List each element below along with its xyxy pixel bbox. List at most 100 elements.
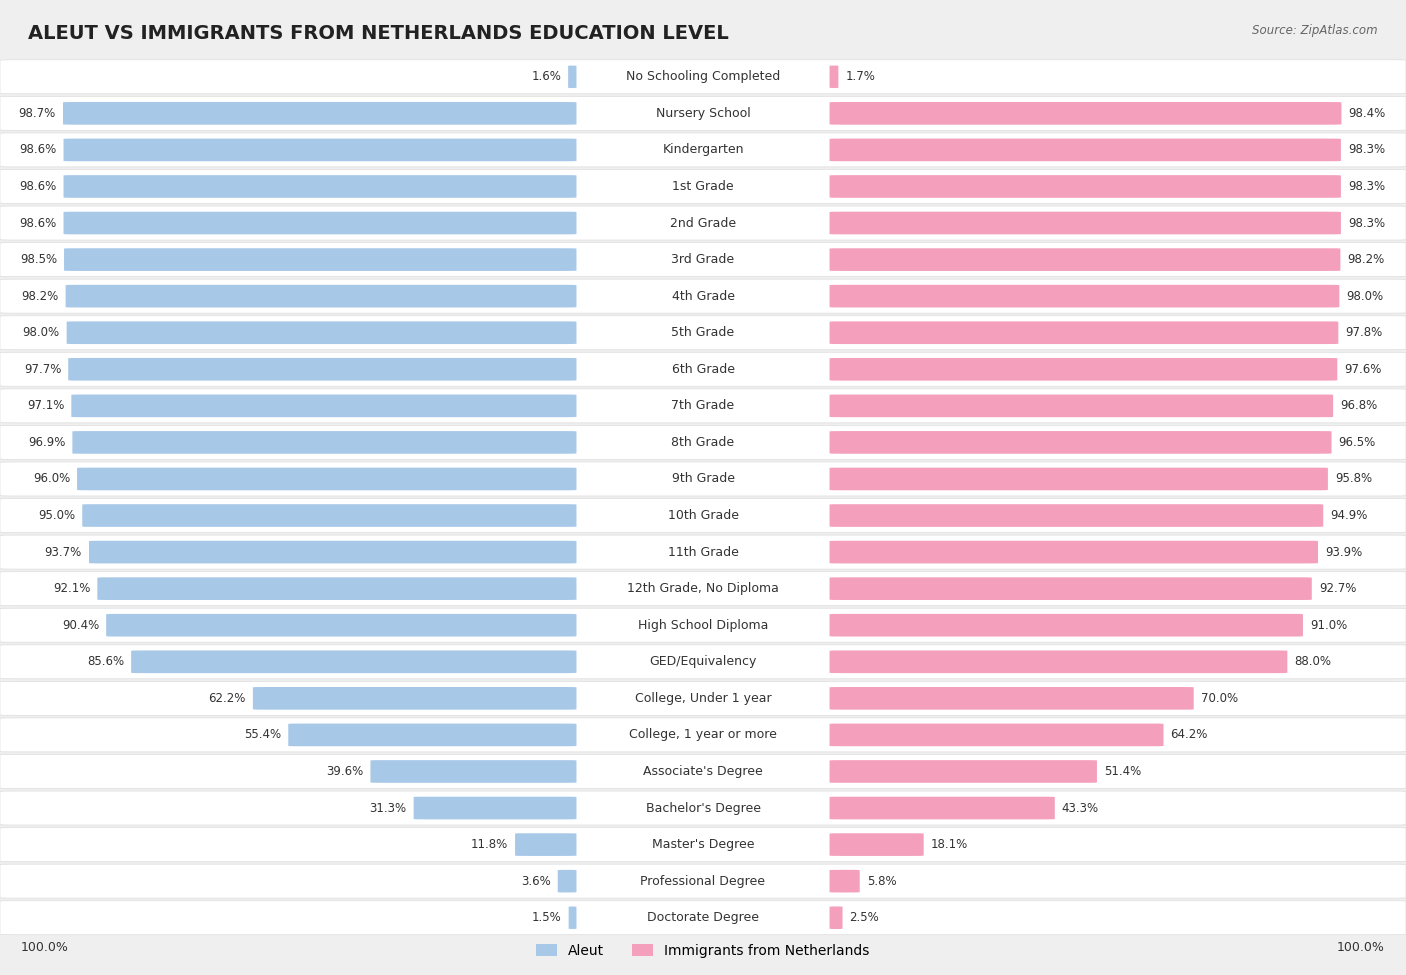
FancyBboxPatch shape xyxy=(63,212,576,234)
Text: 1st Grade: 1st Grade xyxy=(672,180,734,193)
FancyBboxPatch shape xyxy=(0,352,1406,386)
FancyBboxPatch shape xyxy=(0,901,1406,935)
FancyBboxPatch shape xyxy=(72,431,576,453)
FancyBboxPatch shape xyxy=(89,541,576,564)
FancyBboxPatch shape xyxy=(66,322,576,344)
FancyBboxPatch shape xyxy=(0,425,1406,459)
FancyBboxPatch shape xyxy=(370,760,576,783)
Text: 1.5%: 1.5% xyxy=(531,912,561,924)
Text: 98.3%: 98.3% xyxy=(1348,180,1385,193)
Text: 5.8%: 5.8% xyxy=(866,875,897,887)
Text: 4th Grade: 4th Grade xyxy=(672,290,734,302)
Text: 93.9%: 93.9% xyxy=(1324,546,1362,559)
FancyBboxPatch shape xyxy=(830,249,1340,271)
FancyBboxPatch shape xyxy=(0,682,1406,716)
FancyBboxPatch shape xyxy=(72,395,576,417)
Text: 6th Grade: 6th Grade xyxy=(672,363,734,375)
Text: 98.3%: 98.3% xyxy=(1348,143,1385,156)
Text: 96.5%: 96.5% xyxy=(1339,436,1376,448)
Text: 12th Grade, No Diploma: 12th Grade, No Diploma xyxy=(627,582,779,595)
Text: GED/Equivalency: GED/Equivalency xyxy=(650,655,756,668)
Text: High School Diploma: High School Diploma xyxy=(638,619,768,632)
Text: 11th Grade: 11th Grade xyxy=(668,546,738,559)
Text: 98.0%: 98.0% xyxy=(22,327,59,339)
Text: 1.7%: 1.7% xyxy=(845,70,876,83)
FancyBboxPatch shape xyxy=(82,504,576,526)
Text: 98.6%: 98.6% xyxy=(20,180,56,193)
FancyBboxPatch shape xyxy=(253,687,576,710)
FancyBboxPatch shape xyxy=(830,650,1288,673)
Text: Kindergarten: Kindergarten xyxy=(662,143,744,156)
Text: 31.3%: 31.3% xyxy=(370,801,406,814)
Text: 92.1%: 92.1% xyxy=(53,582,90,595)
FancyBboxPatch shape xyxy=(0,316,1406,350)
Text: Bachelor's Degree: Bachelor's Degree xyxy=(645,801,761,814)
FancyBboxPatch shape xyxy=(830,834,924,856)
FancyBboxPatch shape xyxy=(830,504,1323,526)
FancyBboxPatch shape xyxy=(830,322,1339,344)
FancyBboxPatch shape xyxy=(830,102,1341,125)
FancyBboxPatch shape xyxy=(0,755,1406,789)
FancyBboxPatch shape xyxy=(830,468,1327,490)
Text: 96.0%: 96.0% xyxy=(32,473,70,486)
FancyBboxPatch shape xyxy=(515,834,576,856)
FancyBboxPatch shape xyxy=(0,608,1406,643)
Text: 3rd Grade: 3rd Grade xyxy=(672,254,734,266)
Text: College, Under 1 year: College, Under 1 year xyxy=(634,692,772,705)
Text: 93.7%: 93.7% xyxy=(45,546,82,559)
Text: 39.6%: 39.6% xyxy=(326,765,363,778)
Text: 98.3%: 98.3% xyxy=(1348,216,1385,229)
FancyBboxPatch shape xyxy=(0,462,1406,496)
FancyBboxPatch shape xyxy=(66,285,576,307)
FancyBboxPatch shape xyxy=(0,243,1406,277)
Text: 85.6%: 85.6% xyxy=(87,655,124,668)
Text: 90.4%: 90.4% xyxy=(62,619,100,632)
FancyBboxPatch shape xyxy=(65,249,576,271)
FancyBboxPatch shape xyxy=(0,133,1406,167)
Text: 92.7%: 92.7% xyxy=(1319,582,1357,595)
Text: 8th Grade: 8th Grade xyxy=(672,436,734,448)
Text: Doctorate Degree: Doctorate Degree xyxy=(647,912,759,924)
FancyBboxPatch shape xyxy=(830,395,1333,417)
FancyBboxPatch shape xyxy=(830,723,1164,746)
Text: 97.7%: 97.7% xyxy=(24,363,62,375)
FancyBboxPatch shape xyxy=(830,577,1312,600)
FancyBboxPatch shape xyxy=(0,59,1406,94)
Text: 95.8%: 95.8% xyxy=(1334,473,1372,486)
FancyBboxPatch shape xyxy=(63,102,576,125)
FancyBboxPatch shape xyxy=(565,907,579,929)
FancyBboxPatch shape xyxy=(97,577,576,600)
Text: 91.0%: 91.0% xyxy=(1310,619,1347,632)
FancyBboxPatch shape xyxy=(63,176,576,198)
Text: Nursery School: Nursery School xyxy=(655,107,751,120)
Text: 18.1%: 18.1% xyxy=(931,838,967,851)
Text: 7th Grade: 7th Grade xyxy=(672,400,734,412)
Text: 96.9%: 96.9% xyxy=(28,436,65,448)
Text: Associate's Degree: Associate's Degree xyxy=(643,765,763,778)
FancyBboxPatch shape xyxy=(0,206,1406,240)
FancyBboxPatch shape xyxy=(565,65,579,88)
Text: 11.8%: 11.8% xyxy=(471,838,508,851)
FancyBboxPatch shape xyxy=(0,718,1406,752)
FancyBboxPatch shape xyxy=(830,687,1194,710)
Text: 98.6%: 98.6% xyxy=(20,143,56,156)
Text: 98.5%: 98.5% xyxy=(20,254,58,266)
FancyBboxPatch shape xyxy=(288,723,576,746)
Text: 100.0%: 100.0% xyxy=(21,941,69,955)
FancyBboxPatch shape xyxy=(0,389,1406,423)
FancyBboxPatch shape xyxy=(830,614,1303,637)
Text: 55.4%: 55.4% xyxy=(245,728,281,741)
Text: Master's Degree: Master's Degree xyxy=(652,838,754,851)
FancyBboxPatch shape xyxy=(830,541,1317,564)
FancyBboxPatch shape xyxy=(107,614,576,637)
Text: College, 1 year or more: College, 1 year or more xyxy=(628,728,778,741)
Text: 97.1%: 97.1% xyxy=(27,400,65,412)
Text: 96.8%: 96.8% xyxy=(1340,400,1378,412)
FancyBboxPatch shape xyxy=(830,176,1341,198)
FancyBboxPatch shape xyxy=(830,907,842,929)
FancyBboxPatch shape xyxy=(830,358,1337,380)
Text: No Schooling Completed: No Schooling Completed xyxy=(626,70,780,83)
Text: 62.2%: 62.2% xyxy=(208,692,246,705)
Text: 98.0%: 98.0% xyxy=(1347,290,1384,302)
FancyBboxPatch shape xyxy=(830,285,1340,307)
